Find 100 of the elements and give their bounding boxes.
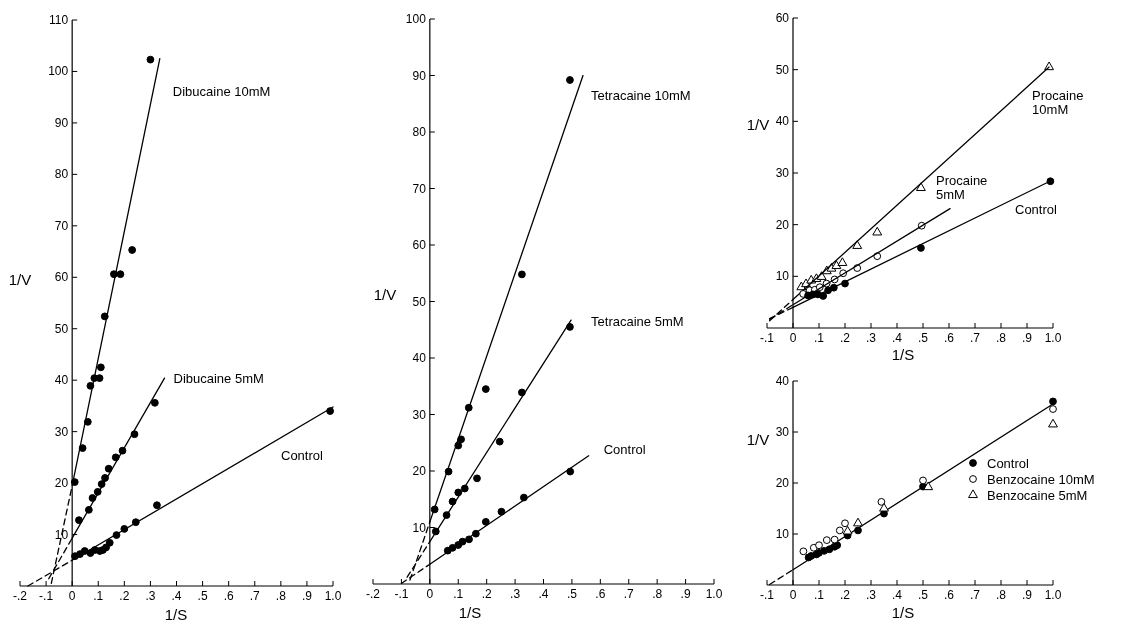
series-label: Dibucaine 5mM xyxy=(173,371,264,387)
y-tick-label: 90 xyxy=(54,115,69,130)
x-tick-label: .4 xyxy=(891,331,903,345)
x-tick-label: -.1 xyxy=(39,589,54,603)
series-label: Tetracaine 10mM xyxy=(591,87,691,103)
x-tick-label: .1 xyxy=(813,331,825,345)
x-tick-label: .1 xyxy=(453,587,464,601)
y-tick-label: 20 xyxy=(775,217,790,232)
x-tick-label: .4 xyxy=(891,588,903,602)
y-tick-label: 50 xyxy=(775,62,790,77)
y-tick-label: 10 xyxy=(54,527,69,542)
x-tick-label: .7 xyxy=(249,589,261,603)
y-tick-label: 20 xyxy=(54,476,69,491)
x-tick-label: .8 xyxy=(995,588,1007,602)
x-tick-label: -.2 xyxy=(365,587,381,601)
series-label: Control xyxy=(1015,201,1058,217)
x-tick-label: .6 xyxy=(595,587,606,601)
x-tick-label: .2 xyxy=(839,331,851,345)
series-label: Tetracaine 5mM xyxy=(591,314,684,330)
y-tick-label: 80 xyxy=(54,167,69,182)
y-tick-label: 70 xyxy=(54,218,69,233)
y-axis-title: 1/V xyxy=(746,431,770,448)
y-tick-label: 40 xyxy=(775,374,790,388)
y-tick-label: 70 xyxy=(412,181,427,196)
x-tick-label: 0 xyxy=(68,589,76,603)
x-tick-label: -.1 xyxy=(759,331,775,345)
legend-label: Control xyxy=(987,456,1030,471)
x-tick-label: .8 xyxy=(652,587,663,601)
y-tick-label: 60 xyxy=(54,270,69,285)
y-tick-label: 20 xyxy=(412,464,427,478)
x-tick-label: .2 xyxy=(481,587,492,601)
x-tick-label: .9 xyxy=(1021,331,1033,345)
x-axis-title: 1/S xyxy=(891,346,915,363)
x-tick-label: .7 xyxy=(623,587,635,601)
y-tick-label: 30 xyxy=(54,424,69,439)
x-tick-label: .7 xyxy=(969,588,981,602)
y-tick-label: 110 xyxy=(49,13,69,27)
x-tick-label: 1.0 xyxy=(705,587,723,601)
series-label: Dibucaine 10mM xyxy=(172,83,271,99)
x-tick-label: .3 xyxy=(510,587,521,601)
x-tick-label: .8 xyxy=(275,589,287,603)
series-label: Procaine 5mM xyxy=(936,172,988,202)
x-axis-title: 1/S xyxy=(164,606,188,623)
x-tick-label: .4 xyxy=(171,589,182,603)
y-tick-label: 40 xyxy=(412,351,427,365)
x-tick-label: .4 xyxy=(538,587,549,601)
x-axis-title: 1/S xyxy=(458,604,482,621)
x-tick-label: 0 xyxy=(789,588,797,602)
x-tick-label: -.2 xyxy=(12,589,28,603)
y-axis-title: 1/V xyxy=(373,286,397,303)
y-tick-label: 40 xyxy=(54,373,69,388)
x-tick-label: .5 xyxy=(917,588,929,602)
series-label: Procaine 10mM xyxy=(1032,88,1084,118)
series-label: Control xyxy=(281,447,324,463)
y-tick-label: 60 xyxy=(775,11,790,25)
y-tick-label: 20 xyxy=(775,476,790,490)
legend-label: Benzocaine 5mM xyxy=(987,488,1088,503)
x-tick-label: 0 xyxy=(426,587,434,601)
x-tick-label: .6 xyxy=(943,588,955,602)
x-tick-label: 0 xyxy=(789,331,797,345)
x-tick-label: .5 xyxy=(197,589,208,603)
y-tick-label: 40 xyxy=(775,114,790,129)
x-tick-label: -.1 xyxy=(759,588,775,602)
x-tick-label: 1.0 xyxy=(1044,331,1062,345)
x-tick-label: .3 xyxy=(865,331,877,345)
x-tick-label: .2 xyxy=(839,588,851,602)
y-tick-label: 30 xyxy=(412,407,427,422)
x-tick-label: -.1 xyxy=(394,587,409,601)
y-tick-label: 30 xyxy=(775,166,790,180)
x-tick-label: .1 xyxy=(93,589,104,603)
x-tick-label: .9 xyxy=(1021,588,1033,602)
x-tick-label: .5 xyxy=(566,587,578,601)
y-tick-label: 10 xyxy=(775,269,790,284)
y-tick-label: 100 xyxy=(48,64,69,79)
y-tick-label: 60 xyxy=(412,238,427,252)
x-tick-label: .1 xyxy=(813,588,825,602)
x-tick-label: .3 xyxy=(865,588,877,602)
y-tick-label: 80 xyxy=(412,125,427,139)
x-tick-label: 1.0 xyxy=(324,589,342,603)
y-tick-label: 90 xyxy=(412,68,427,83)
x-tick-label: .9 xyxy=(680,587,691,601)
y-tick-label: 50 xyxy=(54,321,69,336)
y-tick-label: 10 xyxy=(412,520,427,535)
y-tick-label: 100 xyxy=(405,12,427,26)
series-label: Control xyxy=(603,441,646,457)
y-axis-title: 1/V xyxy=(8,271,32,288)
x-tick-label: .2 xyxy=(119,589,130,603)
y-tick-label: 50 xyxy=(412,294,427,309)
y-tick-label: 10 xyxy=(775,527,790,541)
x-tick-label: .5 xyxy=(917,331,929,345)
x-tick-label: .3 xyxy=(145,589,156,603)
legend-label: Benzocaine 10mM xyxy=(987,472,1095,487)
x-tick-label: .9 xyxy=(301,589,313,603)
x-tick-label: .8 xyxy=(995,331,1007,345)
x-axis-title: 1/S xyxy=(891,604,915,621)
y-tick-label: 30 xyxy=(775,425,790,439)
x-tick-label: 1.0 xyxy=(1044,588,1062,602)
x-tick-label: .6 xyxy=(943,331,955,345)
y-axis-title: 1/V xyxy=(746,116,770,133)
x-tick-label: .7 xyxy=(969,331,981,345)
